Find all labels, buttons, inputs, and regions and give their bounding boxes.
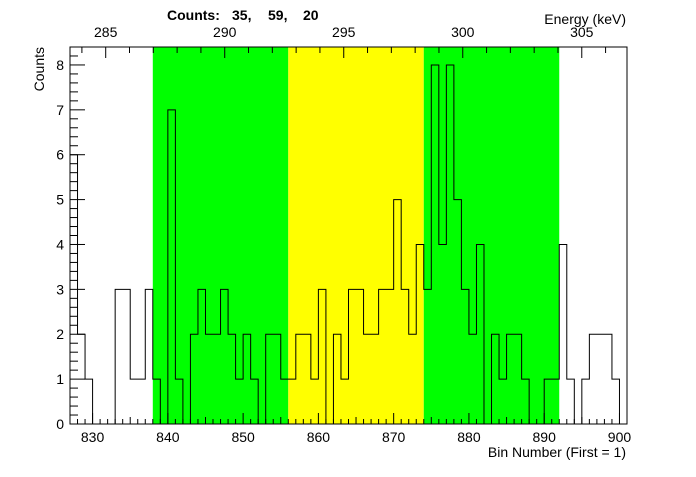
counts-title-label: Counts: bbox=[167, 7, 220, 23]
energy-axis-label: Energy (keV) bbox=[544, 11, 626, 27]
counts-right-value: 20 bbox=[303, 7, 319, 23]
x-tick-label: 830 bbox=[81, 429, 105, 445]
x-tick-label: 870 bbox=[382, 429, 406, 445]
energy-tick-label: 290 bbox=[213, 24, 237, 40]
y-tick-label: 4 bbox=[56, 236, 64, 252]
axes-layer: 830 840 850 860 870 880 890 900 0 1 2 3 4 5 6 7 8 285 290 2… bbox=[56, 24, 631, 445]
counts-left-value: 35, bbox=[232, 7, 251, 23]
region-left-background bbox=[152, 47, 289, 424]
histogram-line bbox=[70, 64, 627, 425]
y-tick-label: 5 bbox=[56, 192, 64, 208]
x-tick-label: 900 bbox=[608, 429, 632, 445]
energy-tick-label: 300 bbox=[451, 24, 475, 40]
x-tick-label: 880 bbox=[457, 429, 481, 445]
y-tick-label: 3 bbox=[56, 281, 64, 297]
y-axis-label: Counts bbox=[31, 47, 47, 91]
y-tick-label: 8 bbox=[56, 57, 64, 73]
y-tick-label: 2 bbox=[56, 326, 64, 342]
energy-tick-label: 285 bbox=[94, 24, 118, 40]
regions-layer bbox=[152, 47, 560, 424]
x-tick-label: 850 bbox=[231, 429, 255, 445]
y-tick-label: 7 bbox=[56, 102, 64, 118]
energy-tick-label: 295 bbox=[332, 24, 356, 40]
y-tick-label: 1 bbox=[56, 371, 64, 387]
x-tick-label: 860 bbox=[307, 429, 331, 445]
x-tick-label: 840 bbox=[156, 429, 180, 445]
y-tick-label: 0 bbox=[56, 416, 64, 432]
y-tick-label: 6 bbox=[56, 147, 64, 163]
x-tick-label: 890 bbox=[533, 429, 557, 445]
region-peak bbox=[288, 47, 424, 424]
x-axis-label: Bin Number (First = 1) bbox=[488, 444, 626, 460]
energy-tick-label: 305 bbox=[570, 24, 594, 40]
counts-peak-value: 59, bbox=[268, 7, 287, 23]
